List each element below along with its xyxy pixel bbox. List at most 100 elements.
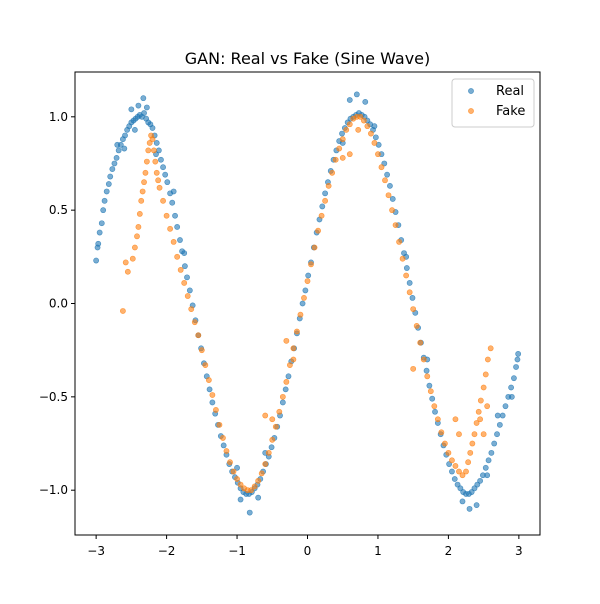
fake-point	[475, 408, 482, 415]
fake-point	[325, 182, 332, 189]
fake-point	[473, 420, 480, 426]
real-point	[246, 509, 253, 516]
real-point	[371, 123, 378, 130]
fake-point	[120, 308, 126, 314]
fake-point	[220, 435, 226, 441]
fake-point	[382, 177, 388, 184]
fake-point	[279, 393, 286, 400]
fake-point	[332, 156, 339, 163]
fake-point	[431, 403, 438, 410]
fake-point	[216, 421, 223, 428]
fake-point	[195, 332, 202, 339]
fake-point	[188, 306, 195, 312]
real-point	[169, 199, 176, 206]
fake-point	[237, 481, 244, 488]
fake-point	[417, 339, 424, 346]
real-point	[101, 197, 108, 204]
fake-point	[465, 459, 472, 466]
real-point	[426, 382, 433, 389]
y-tick-label: 0.5	[49, 203, 68, 217]
fake-point	[286, 362, 293, 369]
fake-point	[322, 197, 329, 204]
fake-point	[456, 431, 462, 438]
fake-point	[375, 151, 381, 158]
real-point	[172, 212, 178, 219]
real-point	[508, 393, 515, 400]
fake-point	[177, 266, 184, 273]
fake-point	[227, 459, 233, 466]
fake-point	[184, 293, 191, 299]
fake-point	[163, 212, 170, 219]
fake-point	[477, 397, 484, 404]
fake-point	[170, 238, 177, 245]
fake-point	[297, 311, 304, 318]
fake-point	[389, 207, 395, 214]
fake-point	[202, 362, 209, 369]
y-tick-label: −1.0	[39, 483, 68, 497]
y-tick-label: 1.0	[49, 110, 68, 124]
fake-point	[143, 158, 150, 165]
fake-point	[304, 278, 311, 284]
real-point	[449, 468, 455, 475]
fake-point	[406, 289, 413, 296]
real-point	[162, 171, 169, 178]
fake-point	[311, 244, 318, 251]
fake-point	[484, 403, 491, 410]
y-tick-label: 0.0	[49, 297, 68, 311]
fake-point	[368, 130, 374, 137]
real-point	[372, 134, 379, 141]
y-tick-label: −0.5	[39, 390, 68, 404]
fake-point	[251, 483, 258, 490]
real-point	[432, 408, 438, 415]
fake-point	[129, 255, 136, 262]
real-point	[477, 477, 484, 484]
fake-point	[230, 468, 237, 475]
legend-marker-fake	[468, 108, 474, 114]
fake-point	[420, 356, 427, 363]
real-point	[389, 196, 396, 202]
real-point	[143, 104, 150, 111]
real-point	[285, 373, 292, 380]
legend-marker-real	[468, 88, 474, 94]
fake-point	[139, 188, 146, 195]
fake-point	[283, 337, 290, 344]
fake-point	[434, 416, 441, 423]
fake-point	[223, 448, 230, 454]
real-point	[362, 98, 369, 105]
real-point	[153, 140, 160, 146]
real-point	[160, 164, 166, 171]
fake-point	[167, 225, 174, 232]
real-point	[95, 240, 102, 247]
fake-point	[403, 272, 410, 279]
fake-point	[427, 388, 434, 395]
fake-point	[160, 197, 166, 204]
real-point	[322, 190, 329, 197]
real-point	[121, 145, 128, 152]
real-point	[403, 265, 410, 271]
legend: Real Fake	[451, 78, 535, 128]
real-point	[384, 171, 391, 178]
real-point	[93, 257, 100, 264]
fake-point	[269, 436, 276, 443]
fake-point	[290, 356, 297, 363]
real-point	[107, 173, 114, 180]
x-tick-label: 3	[515, 544, 523, 558]
x-tick-label: −1	[228, 544, 246, 558]
real-point	[186, 287, 193, 294]
real-point	[206, 386, 213, 393]
fake-point	[371, 140, 378, 146]
real-point	[423, 367, 430, 374]
fake-point	[456, 468, 462, 475]
real-point	[111, 160, 118, 167]
fake-point	[410, 365, 417, 372]
real-point	[184, 274, 190, 281]
fake-point	[438, 429, 445, 436]
real-point	[409, 294, 416, 301]
fake-point	[258, 470, 265, 477]
real-point	[466, 505, 473, 512]
fake-point	[346, 151, 353, 158]
fake-point	[482, 371, 489, 378]
legend-label-real: Real	[496, 84, 524, 99]
real-point	[141, 110, 147, 116]
real-point	[105, 181, 112, 187]
